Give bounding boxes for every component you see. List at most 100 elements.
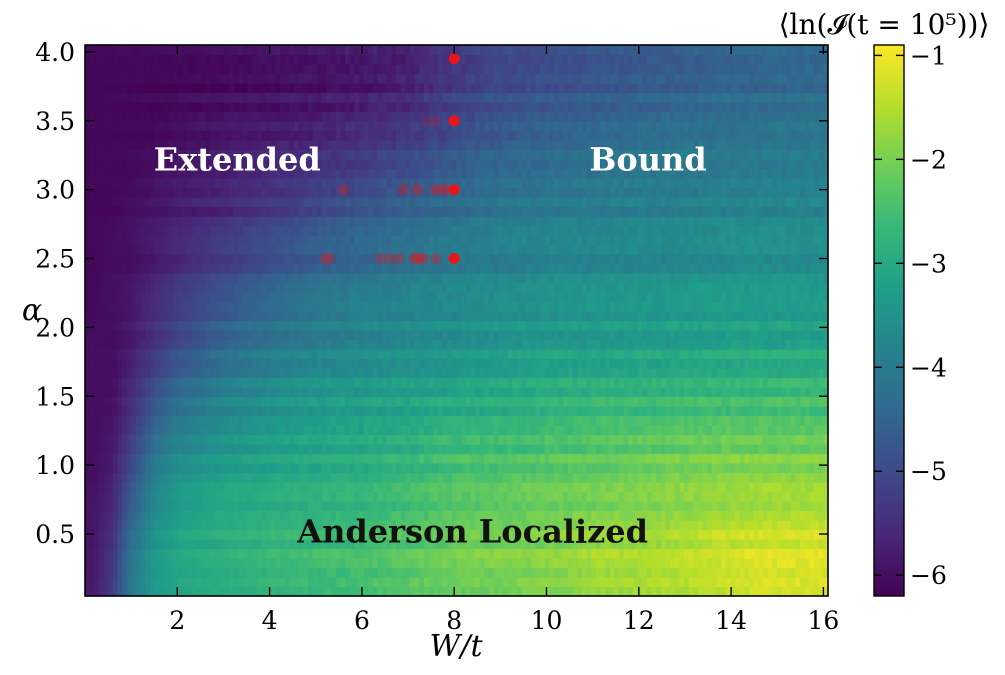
heatmap-cell bbox=[256, 368, 263, 379]
heatmap-cell bbox=[140, 567, 146, 578]
heatmap-cell bbox=[173, 577, 179, 588]
heatmap-cell bbox=[280, 558, 286, 569]
heatmap-cell bbox=[335, 491, 341, 502]
heatmap-cell bbox=[126, 425, 133, 436]
heatmap-cell bbox=[293, 425, 300, 436]
heatmap-cell bbox=[512, 368, 518, 379]
heatmap-cell bbox=[489, 548, 495, 559]
heatmap-cell bbox=[94, 292, 100, 303]
heatmap-cell bbox=[790, 311, 797, 322]
heatmap-cell bbox=[112, 539, 119, 550]
heatmap-cell bbox=[252, 558, 258, 569]
heatmap-cell bbox=[182, 358, 188, 369]
heatmap-cell bbox=[507, 577, 513, 588]
heatmap-cell bbox=[735, 463, 741, 474]
heatmap-cell bbox=[451, 577, 458, 588]
heatmap-cell bbox=[512, 425, 518, 436]
heatmap-cell bbox=[266, 415, 272, 426]
heatmap-cell bbox=[280, 311, 286, 322]
heatmap-cell bbox=[219, 501, 225, 512]
heatmap-cell bbox=[410, 501, 416, 512]
heatmap-cell bbox=[136, 567, 142, 578]
heatmap-cell bbox=[182, 453, 188, 464]
heatmap-cell bbox=[595, 586, 602, 596]
heatmap-cell bbox=[521, 539, 527, 550]
heatmap-cell bbox=[744, 577, 750, 588]
heatmap-cell bbox=[544, 567, 550, 578]
heatmap-cell bbox=[447, 339, 453, 350]
heatmap-cell bbox=[289, 472, 295, 483]
heatmap-cell bbox=[646, 453, 653, 464]
heatmap-cell bbox=[577, 434, 583, 445]
heatmap-cell bbox=[493, 339, 499, 350]
heatmap-cell bbox=[823, 349, 828, 360]
heatmap-cell bbox=[563, 501, 569, 512]
heatmap-cell bbox=[391, 377, 397, 388]
heatmap-cell bbox=[191, 425, 198, 436]
heatmap-cell bbox=[595, 453, 602, 464]
heatmap-cell bbox=[284, 501, 290, 512]
heatmap-cell bbox=[405, 558, 411, 569]
heatmap-cell bbox=[177, 558, 184, 569]
heatmap-cell bbox=[145, 311, 151, 322]
heatmap-cell bbox=[312, 368, 318, 379]
heatmap-cell bbox=[619, 349, 625, 360]
heatmap-cell bbox=[697, 501, 704, 512]
heatmap-cell bbox=[507, 358, 513, 369]
heatmap-cell bbox=[428, 320, 434, 331]
heatmap-cell bbox=[711, 491, 718, 502]
heatmap-cell bbox=[632, 510, 639, 521]
heatmap-cell bbox=[419, 406, 425, 417]
heatmap-cell bbox=[776, 444, 783, 455]
heatmap-cell bbox=[651, 368, 657, 379]
heatmap-cell bbox=[433, 510, 439, 521]
heatmap-cell bbox=[289, 434, 295, 445]
heatmap-cell bbox=[632, 501, 639, 512]
heatmap-cell bbox=[730, 349, 736, 360]
heatmap-cell bbox=[795, 377, 801, 388]
heatmap-cell bbox=[744, 482, 750, 493]
heatmap-cell bbox=[646, 539, 653, 550]
heatmap-cell bbox=[762, 520, 769, 531]
heatmap-cell bbox=[600, 396, 606, 407]
heatmap-cell bbox=[335, 548, 341, 559]
heatmap-cell bbox=[670, 529, 676, 540]
heatmap-cell bbox=[354, 368, 360, 379]
heatmap-cell bbox=[530, 377, 537, 388]
heatmap-cell bbox=[372, 577, 379, 588]
heatmap-cell bbox=[670, 539, 676, 550]
heatmap-cell bbox=[400, 548, 407, 559]
heatmap-cell bbox=[103, 501, 109, 512]
heatmap-cell bbox=[623, 320, 629, 331]
heatmap-cell bbox=[512, 396, 518, 407]
heatmap-cell bbox=[122, 558, 128, 569]
heatmap-cell bbox=[512, 510, 518, 521]
heatmap-cell bbox=[261, 368, 267, 379]
heatmap-cell bbox=[502, 539, 509, 550]
heatmap-cell bbox=[317, 567, 323, 578]
heatmap-cell bbox=[767, 377, 773, 388]
heatmap-cell bbox=[735, 510, 741, 521]
heatmap-cell bbox=[456, 558, 462, 569]
heatmap-cell bbox=[368, 387, 374, 398]
heatmap-cell bbox=[795, 558, 801, 569]
heatmap-cell bbox=[595, 558, 602, 569]
heatmap-cell bbox=[284, 387, 290, 398]
heatmap-cell bbox=[753, 406, 759, 417]
heatmap-cell bbox=[94, 520, 100, 531]
heatmap-cell bbox=[228, 567, 235, 578]
heatmap-cell bbox=[354, 482, 360, 493]
heatmap-cell bbox=[786, 349, 792, 360]
heatmap-cell bbox=[410, 368, 416, 379]
heatmap-cell bbox=[335, 567, 341, 578]
heatmap-cell bbox=[614, 349, 620, 360]
heatmap-cell bbox=[470, 330, 476, 341]
heatmap-cell bbox=[790, 558, 797, 569]
heatmap-cell bbox=[577, 491, 583, 502]
heatmap-cell bbox=[632, 406, 639, 417]
heatmap-cell bbox=[150, 292, 156, 303]
heatmap-cell bbox=[493, 349, 499, 360]
heatmap-cell bbox=[809, 558, 815, 569]
heatmap-cell bbox=[516, 501, 523, 512]
heatmap-cell bbox=[526, 358, 532, 369]
